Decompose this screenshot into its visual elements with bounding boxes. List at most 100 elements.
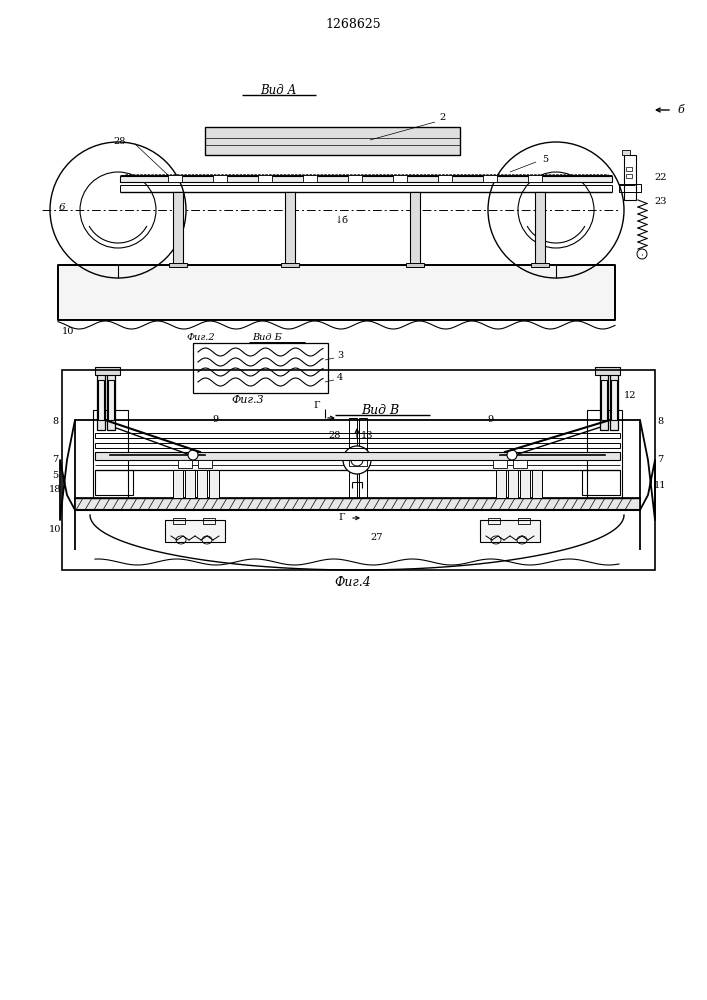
Text: 27: 27 [370,532,383,542]
Bar [600,370,608,430]
Bar [95,443,620,448]
Bar [480,520,540,542]
Text: 7: 7 [52,456,58,464]
Bar [601,380,607,420]
Bar [531,263,549,267]
Bar [185,470,195,498]
Ellipse shape [343,446,371,474]
Bar [173,518,185,524]
Text: 9: 9 [487,416,493,424]
Text: Г: Г [314,401,320,410]
Text: 2: 2 [439,113,445,122]
Bar [303,175,317,182]
Bar [58,265,615,320]
Bar [203,518,215,524]
Bar [95,367,120,375]
Text: Вид В: Вид В [361,403,399,416]
Text: 3: 3 [337,351,343,360]
Bar [406,263,424,267]
Ellipse shape [188,450,198,460]
Bar [518,518,530,524]
Bar [281,263,299,267]
Bar [595,367,620,375]
Text: 1268625: 1268625 [325,18,381,31]
Text: 10: 10 [49,526,62,534]
Bar [535,192,545,265]
Bar [624,155,636,200]
Text: 23: 23 [655,198,667,207]
Text: Вид Б: Вид Б [252,334,282,342]
Bar [97,370,105,430]
Bar [95,433,620,438]
Bar [193,343,328,393]
Bar [62,370,655,570]
Text: 12: 12 [624,390,636,399]
Bar [496,470,506,498]
Bar [349,460,367,466]
Bar [98,380,104,420]
Bar [438,175,452,182]
Text: Фиг.4: Фиг.4 [334,576,371,588]
Text: 5: 5 [542,155,548,164]
Bar [93,410,128,498]
Text: 18: 18 [49,486,62,494]
Text: 5: 5 [52,471,58,480]
Bar [168,175,182,182]
Bar [483,175,497,182]
Bar [205,127,460,155]
Bar [410,192,420,265]
Bar [107,370,115,430]
Bar [197,470,207,498]
Text: 8: 8 [657,418,663,426]
Bar [626,174,632,178]
Bar [285,192,295,265]
Text: 13: 13 [361,430,373,440]
Bar [173,470,183,498]
Text: 10: 10 [62,328,74,336]
Bar [493,460,507,468]
Bar [348,175,362,182]
Bar [95,452,620,460]
Text: 8: 8 [52,418,58,426]
Text: 7: 7 [657,456,663,464]
Text: 4: 4 [337,373,343,382]
Bar [108,380,114,420]
Bar [587,410,622,498]
Bar [198,460,212,468]
Text: Г: Г [339,514,345,522]
Bar [349,418,357,498]
Bar [178,460,192,468]
Text: 9: 9 [212,416,218,424]
Bar [209,470,219,498]
Bar [120,176,612,182]
Bar [213,175,227,182]
Bar [513,460,527,468]
Ellipse shape [507,450,517,460]
Bar [626,167,632,171]
Text: ↓б: ↓б [335,216,349,225]
Bar [75,498,640,510]
Bar [508,470,518,498]
Bar [165,520,225,542]
Bar [359,418,367,498]
Bar [619,184,641,192]
Text: Фиг.3: Фиг.3 [232,395,264,405]
Bar [173,192,183,265]
Text: 11: 11 [654,481,666,489]
Bar [393,175,407,182]
Bar [532,470,542,498]
Bar [611,380,617,420]
Bar [622,150,630,155]
Bar [95,470,133,495]
Bar [528,175,542,182]
Text: 28: 28 [329,430,341,440]
Bar [520,470,530,498]
Bar [582,470,620,495]
Text: 28: 28 [114,137,126,146]
Bar [488,518,500,524]
Text: Фиг.2: Фиг.2 [186,334,215,342]
Bar [610,370,618,430]
Text: Вид А: Вид А [259,84,296,97]
Bar [258,175,272,182]
Text: б: б [677,105,684,115]
